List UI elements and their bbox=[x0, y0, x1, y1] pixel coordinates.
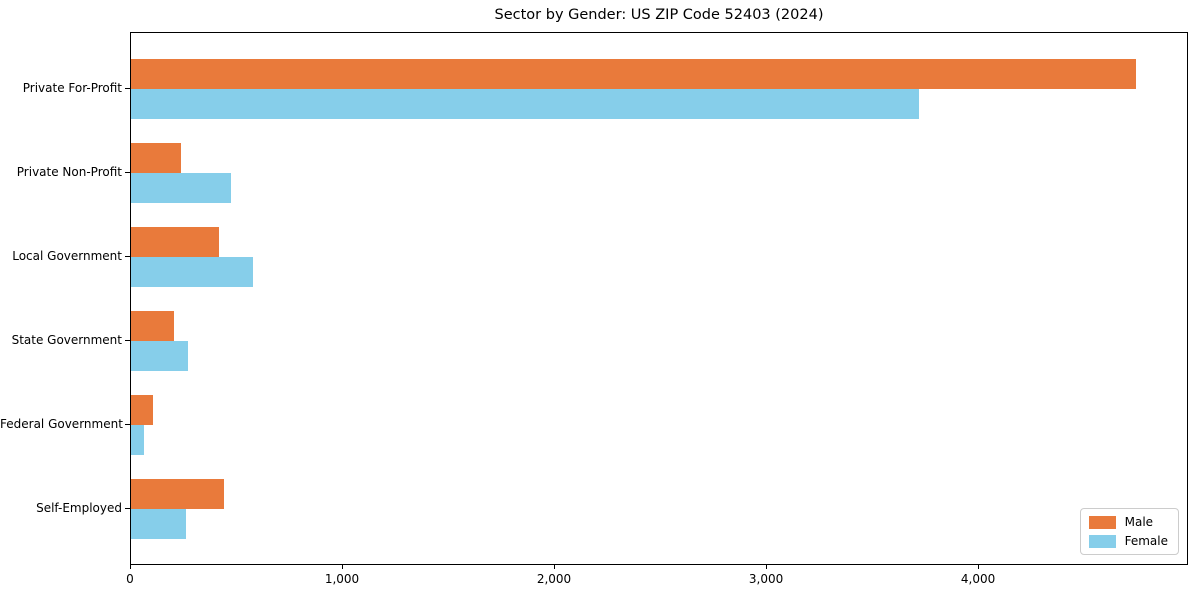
legend-label-female: Female bbox=[1124, 534, 1168, 548]
ytick-mark-1 bbox=[125, 172, 130, 173]
bar-male-1 bbox=[131, 143, 182, 173]
bar-male-5 bbox=[131, 479, 225, 509]
bar-female-3 bbox=[131, 341, 189, 371]
ytick-label-4: Federal Government bbox=[0, 417, 123, 431]
ytick-mark-5 bbox=[125, 508, 130, 509]
bar-male-2 bbox=[131, 227, 220, 257]
ytick-label-1: Private Non-Profit bbox=[16, 165, 122, 179]
legend-swatch-male bbox=[1088, 515, 1116, 529]
legend-label-male: Male bbox=[1124, 515, 1154, 529]
xtick-mark-1 bbox=[342, 565, 343, 569]
chart-title: Sector by Gender: US ZIP Code 52403 (202… bbox=[494, 7, 824, 23]
ytick-label-5: Self-Employed bbox=[36, 501, 122, 515]
xtick-label-3: 3,000 bbox=[748, 572, 784, 586]
xtick-label-0: 0 bbox=[126, 572, 134, 586]
xtick-mark-2 bbox=[554, 565, 555, 569]
ytick-mark-4 bbox=[125, 424, 130, 425]
legend-swatch-female bbox=[1088, 534, 1116, 548]
bar-male-4 bbox=[131, 395, 153, 425]
bar-female-0 bbox=[131, 89, 920, 119]
bar-male-3 bbox=[131, 311, 175, 341]
bar-female-5 bbox=[131, 509, 186, 539]
xtick-label-2: 2,000 bbox=[536, 572, 572, 586]
ytick-label-3: State Government bbox=[11, 333, 122, 347]
xtick-mark-3 bbox=[766, 565, 768, 569]
xtick-mark-0 bbox=[130, 565, 131, 569]
bar-female-2 bbox=[131, 257, 254, 287]
bar-female-4 bbox=[131, 425, 144, 455]
ytick-mark-0 bbox=[125, 88, 130, 89]
bar-male-0 bbox=[131, 59, 1136, 89]
ytick-label-0: Private For-Profit bbox=[22, 81, 122, 95]
xtick-mark-4 bbox=[978, 565, 980, 569]
ytick-mark-3 bbox=[125, 340, 130, 341]
legend: Male Female bbox=[1079, 508, 1179, 555]
ytick-mark-2 bbox=[125, 256, 130, 257]
bar-female-1 bbox=[131, 173, 232, 203]
xtick-label-4: 4,000 bbox=[960, 572, 996, 586]
legend-entry-male: Male bbox=[1088, 515, 1168, 529]
plot-area: Male Female bbox=[130, 32, 1188, 565]
ytick-label-2: Local Government bbox=[12, 249, 122, 263]
legend-entry-female: Female bbox=[1088, 534, 1168, 548]
xtick-label-1: 1,000 bbox=[324, 572, 360, 586]
